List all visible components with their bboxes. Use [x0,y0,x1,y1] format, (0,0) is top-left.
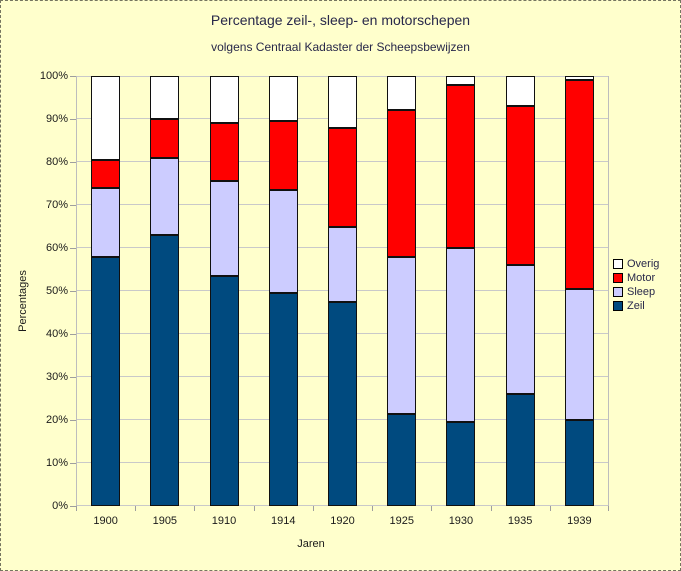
legend: Overig Motor Sleep Zeil [613,257,659,313]
x-tick-label: 1925 [389,515,414,527]
y-axis-tick [70,119,76,120]
y-tick-label: 100% [39,70,68,82]
chart-subtitle: volgens Centraal Kadaster der Scheepsbew… [211,40,470,54]
bar-segment-1910-sleep [209,181,239,276]
bar-segment-1935-zeil [505,394,535,506]
legend-swatch-motor-icon [613,273,623,283]
x-axis-tick [491,506,492,511]
legend-item-motor: Motor [613,271,659,285]
legend-item-overig: Overig [613,257,659,271]
bar-segment-1930-overig [446,76,476,85]
bar-segment-1920-zeil [328,301,357,506]
y-tick-label: 10% [45,457,68,469]
x-tick-label: 1930 [448,515,474,527]
y-axis-tick [70,248,76,249]
x-tick-label: 1920 [330,515,355,527]
bar-segment-1914-sleep [268,189,298,294]
x-axis-tick [194,506,195,511]
bar-segment-1910-motor [209,123,239,182]
x-axis-tick [76,506,77,511]
y-axis-tick [70,76,76,77]
y-axis-title: Percentages [17,270,29,332]
y-axis-tick [70,506,76,507]
bar-segment-1920-motor [328,127,357,227]
bar-segment-1939-sleep [564,288,594,420]
y-tick-label: 70% [45,199,68,211]
bar-segment-1920-sleep [328,226,357,302]
y-tick-label: 80% [45,156,68,168]
legend-label-motor: Motor [627,272,656,284]
bar-segment-1925-overig [387,76,417,111]
legend-item-sleep: Sleep [613,285,659,299]
x-axis-tick [608,506,609,511]
bar-segment-1930-sleep [446,248,476,423]
y-axis-line [76,76,77,506]
bar-segment-1910-overig [209,76,239,124]
bar-segment-1905-zeil [150,235,180,506]
bar-segment-1930-zeil [446,422,476,506]
y-tick-label: 30% [45,371,68,383]
y-axis-tick [70,291,76,292]
bar-segment-1914-overig [268,76,298,122]
legend-label-sleep: Sleep [627,286,656,298]
bar-segment-1935-motor [505,106,535,266]
bar-segment-1939-zeil [564,420,594,506]
y-axis-tick [70,377,76,378]
x-tick-label: 1939 [567,515,592,527]
x-axis-tick [135,506,136,511]
bar-segment-1900-zeil [91,256,121,506]
legend-swatch-overig-icon [613,259,623,269]
y-tick-label: 90% [45,113,68,125]
y-tick-label: 0% [52,500,68,512]
legend-label-overig: Overig [627,258,660,270]
y-axis-tick [70,205,76,206]
x-tick-label: 1905 [152,515,178,527]
bar-segment-1905-overig [150,76,180,119]
plot-area: 0% 10% 20% 30% 40% 50% 60% 70% 80% 90% 100% 1900 190… [40,70,609,527]
y-axis-tick [70,463,76,464]
y-axis-tick [70,420,76,421]
y-tick-label: 50% [45,285,68,297]
legend-swatch-sleep-icon [613,287,623,297]
bar-segment-1935-sleep [505,265,535,395]
x-axis-tick [431,506,432,511]
bar-segment-1920-overig [328,76,357,128]
bar-segment-1939-motor [564,80,594,289]
bar-segment-1939-overig [564,76,594,81]
x-tick-label: 1900 [93,515,118,527]
bar-segment-1900-overig [91,76,121,160]
bar-segment-1925-sleep [387,256,417,414]
bar-segment-1925-motor [387,110,417,257]
bar-segment-1900-motor [91,159,121,188]
y-axis-tick [70,334,76,335]
bar-segment-1905-sleep [150,157,180,236]
chart-title: Percentage zeil-, sleep- en motorschepen [210,12,471,28]
legend-swatch-zeil-icon [613,301,623,311]
x-tick-label: 1914 [271,515,296,527]
x-axis-tick [550,506,551,511]
y-tick-label: 60% [45,242,68,254]
x-axis-tick [372,506,373,511]
bar-segment-1900-sleep [91,187,121,257]
x-axis-title: Jaren [297,538,325,550]
x-tick-label: 1910 [211,515,237,527]
legend-label-zeil: Zeil [627,300,645,312]
bar-segment-1914-motor [268,121,298,190]
bar-segment-1905-motor [150,119,180,158]
bar-segment-1910-zeil [209,275,239,506]
bar-segment-1930-motor [446,84,476,248]
y-tick-label: 20% [45,414,68,426]
x-axis-tick [313,506,314,511]
y-axis-tick [70,162,76,163]
x-axis-tick [254,506,255,511]
bar-segment-1935-overig [505,76,535,107]
x-tick-label: 1935 [507,515,533,527]
legend-item-zeil: Zeil [613,299,659,313]
bar-segment-1914-zeil [268,293,298,506]
bar-segment-1925-zeil [387,413,417,506]
y-tick-label: 40% [45,328,68,340]
plot-right-edge [608,76,609,506]
